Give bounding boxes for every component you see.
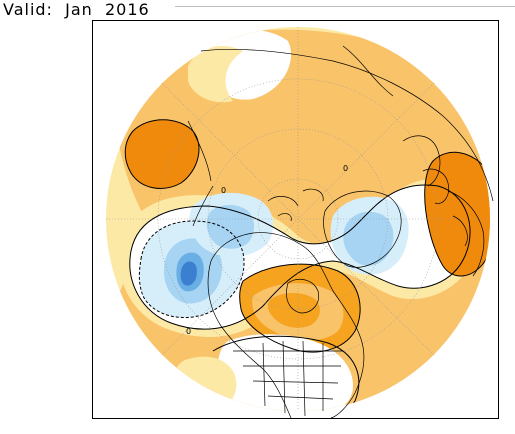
- positive-contour-pacific: [124, 119, 200, 189]
- negative-contour-pacific: [138, 220, 245, 318]
- negative-medium-canada: [206, 205, 254, 249]
- positive-max-europe: [424, 152, 490, 276]
- meridian: [161, 82, 435, 356]
- us-state-borders: [233, 340, 343, 417]
- coastline-hudson-bay: [286, 278, 319, 314]
- valid-date-label: Valid: Jan 2016: [3, 0, 150, 19]
- zero-contour-west: [129, 184, 471, 330]
- latitude-circle: [157, 78, 439, 360]
- graticule: [106, 27, 490, 411]
- header-rule: [175, 6, 515, 7]
- coastlines: [187, 45, 494, 418]
- coastline-bering: [187, 120, 214, 227]
- contour-label: 0: [343, 164, 348, 173]
- positive-contour-north-america: [239, 263, 361, 353]
- positive-max-north-pacific: [125, 119, 200, 189]
- positive-light-siberia: [188, 46, 243, 103]
- coastline-arctic-islands: [267, 188, 324, 222]
- positive-strong-central-canada: [267, 293, 320, 328]
- anomaly-map: 0 0 0: [106, 27, 494, 418]
- coastline-eurasia: [200, 45, 494, 277]
- map-frame: 0 0 0: [92, 20, 499, 419]
- contour-us: [212, 335, 360, 411]
- contour-label: 0: [221, 186, 226, 195]
- contour-label: 0: [186, 327, 191, 336]
- negative-max-pacific: [180, 261, 197, 286]
- coastline-greenland: [323, 190, 402, 268]
- neutral-area-us: [217, 334, 353, 411]
- coastline-europe: [422, 168, 468, 247]
- coastline-north-america: [207, 232, 365, 418]
- positive-light-us-south: [174, 356, 237, 411]
